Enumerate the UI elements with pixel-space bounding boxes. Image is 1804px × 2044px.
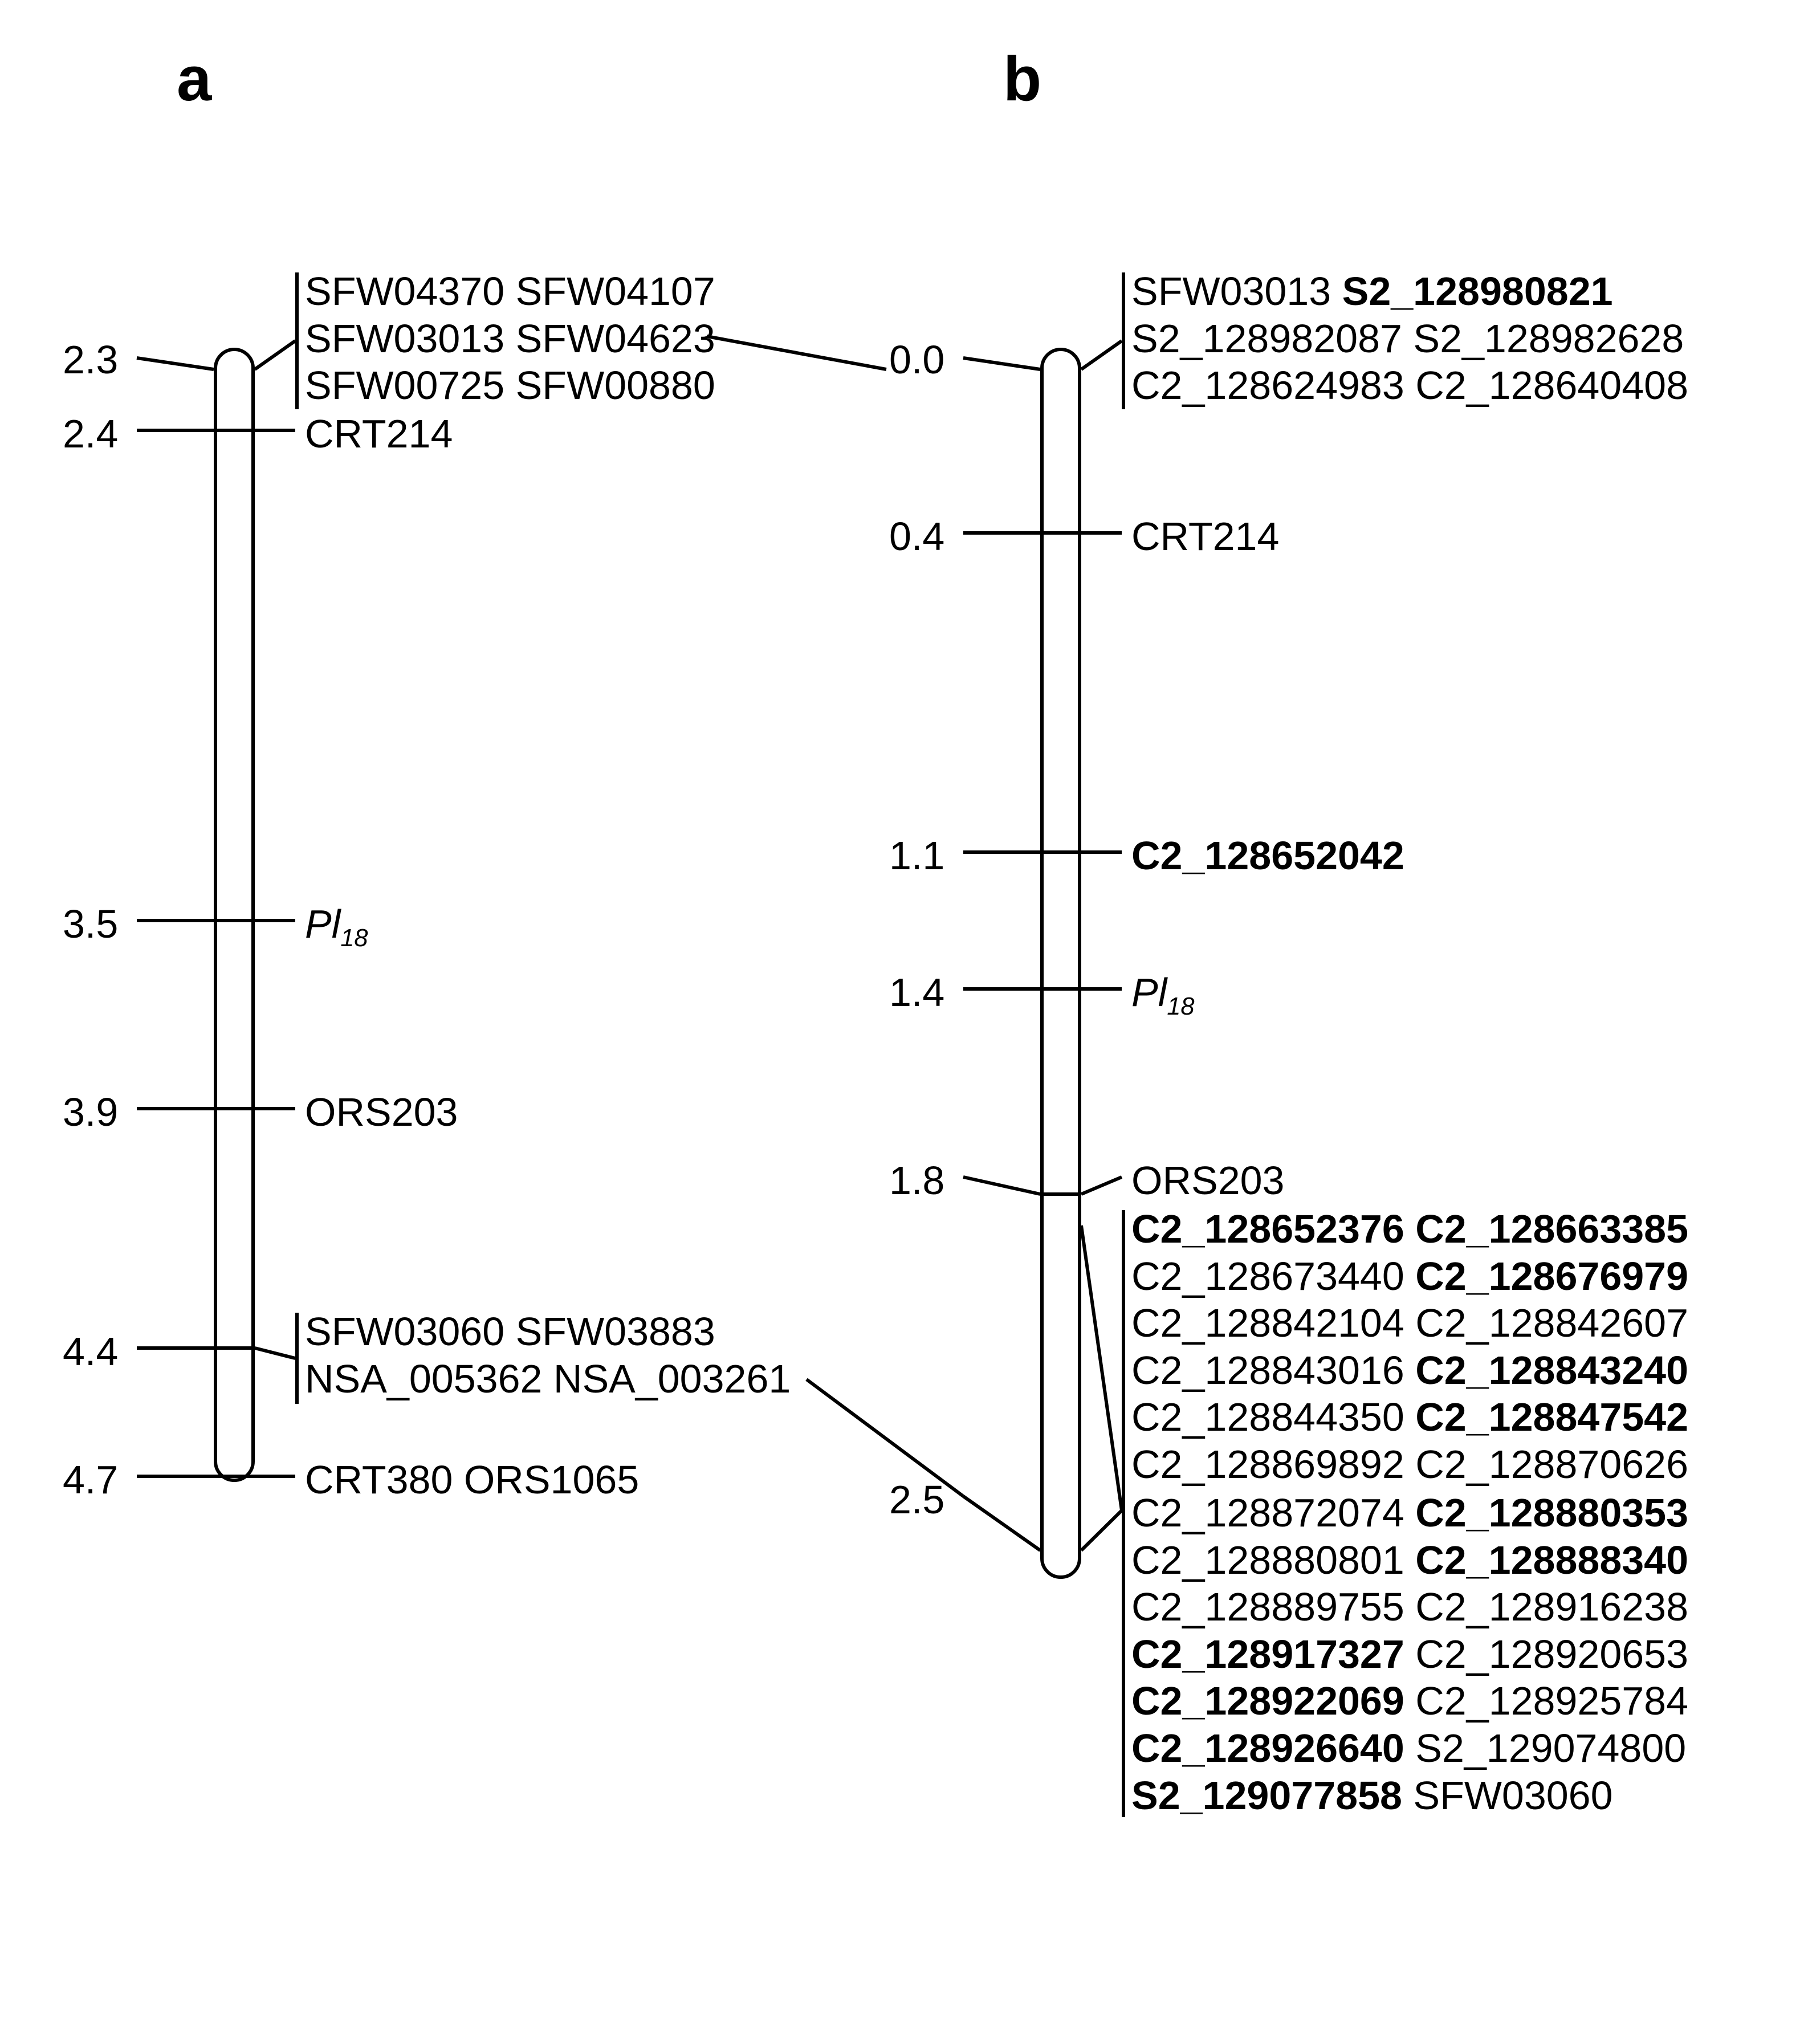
markA-2.4: CRT214 [305,410,453,458]
markB-2.5: C2_128872074 C2_128880353 C2_128880801 C… [1131,1489,1688,1819]
markB-0.0-l1a: SFW03013 [1131,269,1342,313]
markB-1.9-l4: C2_128843016 C2_128843240 [1131,1347,1688,1394]
markA-4.4-l2: NSA_005362 NSA_003261 [305,1355,791,1403]
posB-1.8: 1.8 [889,1157,944,1204]
markB-0.4: CRT214 [1131,513,1279,560]
markA-3.5-pl: Pl [305,902,340,946]
markB-2.5-l1b: C2_128880353 [1415,1491,1688,1535]
markB-2.5-l7b: SFW03060 [1413,1773,1612,1818]
posB-1.4: 1.4 [889,969,944,1016]
markB-0.0: SFW03013 S2_128980821 S2_128982087 S2_12… [1131,268,1688,409]
markB-1.4-sub: 18 [1167,993,1194,1020]
markA-3.9: ORS203 [305,1089,458,1136]
bracket-A-4.4 [295,1313,299,1404]
markB-2.5-l6a: C2_128926640 [1131,1726,1415,1770]
markB-0.0-l3: C2_128624983 C2_128640408 [1131,362,1688,409]
markA-3.5: Pl18 [305,901,368,953]
chromosome-a [214,348,255,1482]
markB-1.9-l2b: C2_128676979 [1415,1254,1688,1298]
markB-2.5-l7a: S2_129077858 [1131,1773,1413,1818]
posA-4.7: 4.7 [63,1456,118,1504]
markB-1.9-l4a: C2_128843016 [1131,1348,1415,1392]
posB-0.0: 0.0 [889,336,944,384]
markA-4.4-l1: SFW03060 SFW03883 [305,1308,791,1355]
markA-3.5-sub: 18 [340,925,368,952]
markA-4.7: CRT380 ORS1065 [305,1456,639,1504]
markB-1.9-l1: C2_128652376 C2_128663385 [1131,1206,1688,1253]
markB-2.5-l5b: C2_128925784 [1415,1679,1688,1723]
markB-0.0-l1b: S2_128980821 [1342,269,1613,313]
bracket-B-bigblock [1122,1210,1125,1817]
markB-2.5-l5: C2_128922069 C2_128925784 [1131,1677,1688,1725]
posA-2.3: 2.3 [63,336,118,384]
panel-label-b: b [1003,43,1041,115]
markB-1.9-l1a: C2_128652376 [1131,1207,1415,1251]
markB-2.5-l4: C2_128917327 C2_128920653 [1131,1631,1688,1678]
markB-0.0-l1: SFW03013 S2_128980821 [1131,268,1688,315]
markA-2.3-l1: SFW04370 SFW04107 [305,268,715,315]
markB-1.9-l1b: C2_128663385 [1415,1207,1688,1251]
markB-2.5-l4b: C2_128920653 [1415,1632,1688,1676]
markB-2.5-l7: S2_129077858 SFW03060 [1131,1772,1688,1819]
markB-1.9-l2: C2_128673440 C2_128676979 [1131,1253,1688,1300]
markB-1.4: Pl18 [1131,969,1195,1021]
posB-1.1: 1.1 [889,832,944,880]
bracket-B-0.0 [1122,272,1125,409]
markB-1.9-l5: C2_128844350 C2_128847542 [1131,1394,1688,1441]
markB-2.5-l6b: S2_129074800 [1415,1726,1686,1770]
markA-4.4: SFW03060 SFW03883 NSA_005362 NSA_003261 [305,1308,791,1402]
markB-1.9-l6: C2_128869892 C2_128870626 [1131,1441,1688,1488]
panel-label-a: a [177,43,211,115]
markA-2.3-l3: SFW00725 SFW00880 [305,362,715,409]
markA-2.3: SFW04370 SFW04107 SFW03013 SFW04623 SFW0… [305,268,715,409]
markB-2.5-l2: C2_128880801 C2_128888340 [1131,1537,1688,1584]
markB-2.5-l3: C2_128889755 C2_128916238 [1131,1583,1688,1631]
posA-4.4: 4.4 [63,1328,118,1375]
markB-2.5-l1a: C2_128872074 [1131,1491,1415,1535]
bracket-A-2.3 [295,272,299,409]
markB-1.9-l3: C2_128842104 C2_128842607 [1131,1300,1688,1347]
posB-2.5: 2.5 [889,1476,944,1524]
markB-1.4-pl: Pl [1131,970,1167,1015]
markB-1.8: ORS203 [1131,1157,1284,1204]
markB-1.9: C2_128652376 C2_128663385 C2_128673440 C… [1131,1206,1688,1488]
posA-3.5: 3.5 [63,901,118,948]
posA-2.4: 2.4 [63,410,118,458]
markA-2.3-l2: SFW03013 SFW04623 [305,315,715,363]
markB-0.0-l2: S2_128982087 S2_128982628 [1131,315,1688,363]
markB-1.1: C2_128652042 [1131,832,1404,880]
markB-1.9-l5b: C2_128847542 [1415,1395,1688,1439]
markB-2.5-l5a: C2_128922069 [1131,1679,1415,1723]
markB-2.5-l1: C2_128872074 C2_128880353 [1131,1489,1688,1537]
markB-1.9-l4b: C2_128843240 [1415,1348,1688,1392]
markB-2.5-l4a: C2_128917327 [1131,1632,1415,1676]
markB-2.5-l6: C2_128926640 S2_129074800 [1131,1725,1688,1772]
chromosome-b [1040,348,1081,1579]
posB-0.4: 0.4 [889,513,944,560]
markB-2.5-l2a: C2_128880801 [1131,1538,1415,1582]
posA-3.9: 3.9 [63,1089,118,1136]
markB-1.9-l5a: C2_128844350 [1131,1395,1415,1439]
markB-2.5-l2b: C2_128888340 [1415,1538,1688,1582]
markB-1.9-l2a: C2_128673440 [1131,1254,1415,1298]
